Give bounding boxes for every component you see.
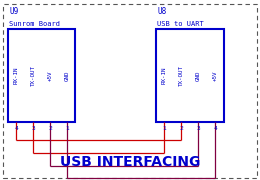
Text: 1: 1 bbox=[65, 126, 69, 131]
Text: U9: U9 bbox=[9, 7, 18, 16]
Text: TX-OUT: TX-OUT bbox=[31, 65, 36, 86]
Text: 3: 3 bbox=[196, 126, 200, 131]
Text: GND: GND bbox=[64, 70, 69, 81]
Text: 3: 3 bbox=[31, 126, 35, 131]
Text: +5V: +5V bbox=[48, 70, 53, 81]
Text: GND: GND bbox=[196, 70, 201, 81]
Text: USB INTERFACING: USB INTERFACING bbox=[60, 155, 200, 169]
Text: 2: 2 bbox=[179, 126, 183, 131]
Text: +5V: +5V bbox=[213, 70, 218, 81]
Text: TX-OUT: TX-OUT bbox=[179, 65, 184, 86]
Text: 2: 2 bbox=[48, 126, 52, 131]
Text: U8: U8 bbox=[157, 7, 167, 16]
Text: 4: 4 bbox=[14, 126, 18, 131]
Text: Sunrom Board: Sunrom Board bbox=[9, 21, 60, 27]
Text: 4: 4 bbox=[213, 126, 217, 131]
Text: 1: 1 bbox=[162, 126, 166, 131]
Bar bbox=[156, 29, 224, 122]
Text: RX-IN: RX-IN bbox=[162, 67, 167, 84]
Bar bbox=[8, 29, 75, 122]
Text: RX-IN: RX-IN bbox=[14, 67, 19, 84]
Text: USB to UART: USB to UART bbox=[157, 21, 204, 27]
